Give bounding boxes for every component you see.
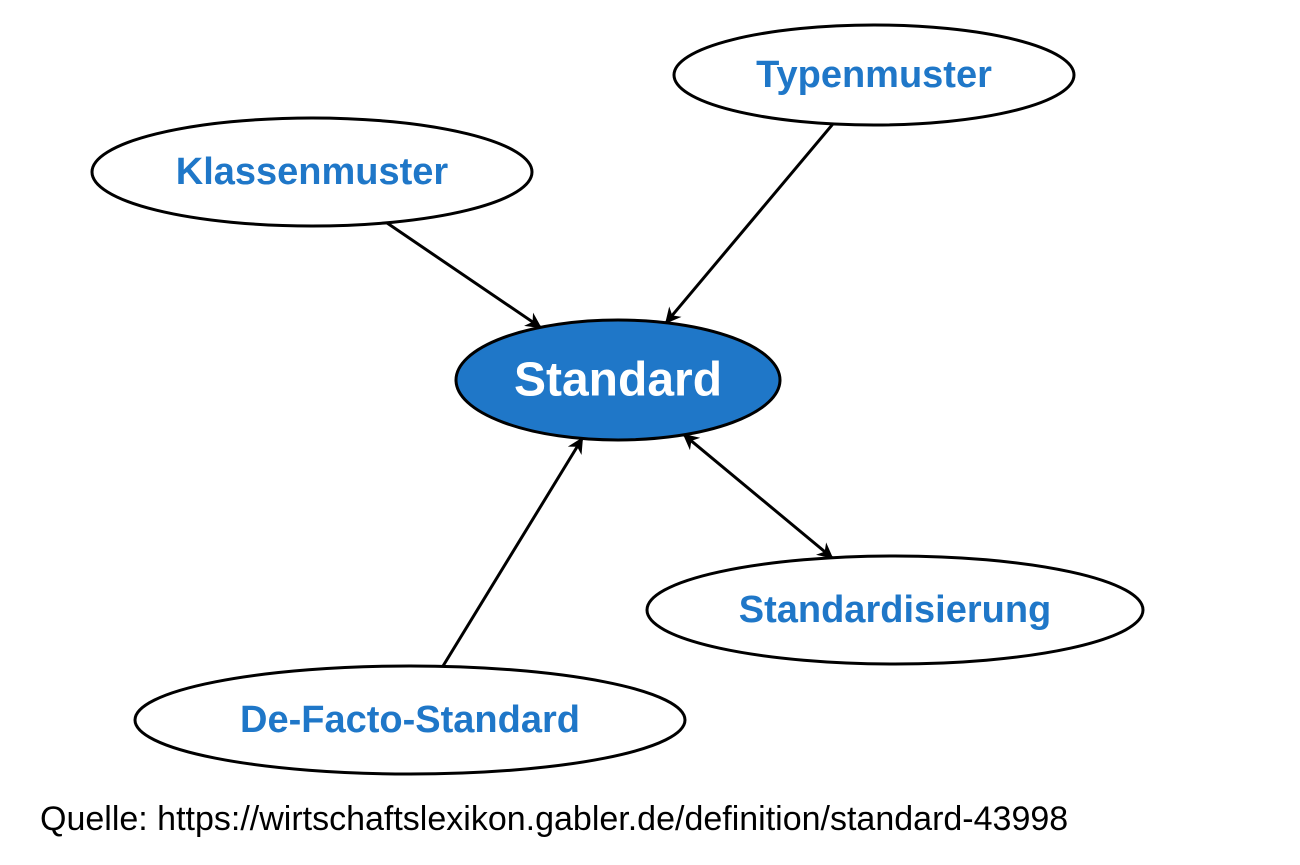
node-standardisierung: Standardisierung [647, 556, 1143, 664]
node-defacto: De-Facto-Standard [135, 666, 685, 774]
node-typenmuster: Typenmuster [674, 25, 1074, 125]
source-text: Quelle: https://wirtschaftslexikon.gable… [40, 800, 1068, 838]
node-label-standard: Standard [514, 354, 722, 407]
concept-diagram: Standard Typenmuster Klassenmuster Standard… [0, 0, 1300, 865]
node-standard: Standard [456, 320, 780, 440]
node-klassenmuster: Klassenmuster [92, 118, 532, 226]
node-label-defacto: De-Facto-Standard [240, 699, 580, 741]
node-label-typenmuster: Typenmuster [756, 54, 992, 96]
node-label-klassenmuster: Klassenmuster [176, 151, 449, 193]
node-label-standardisierung: Standardisierung [739, 589, 1052, 631]
